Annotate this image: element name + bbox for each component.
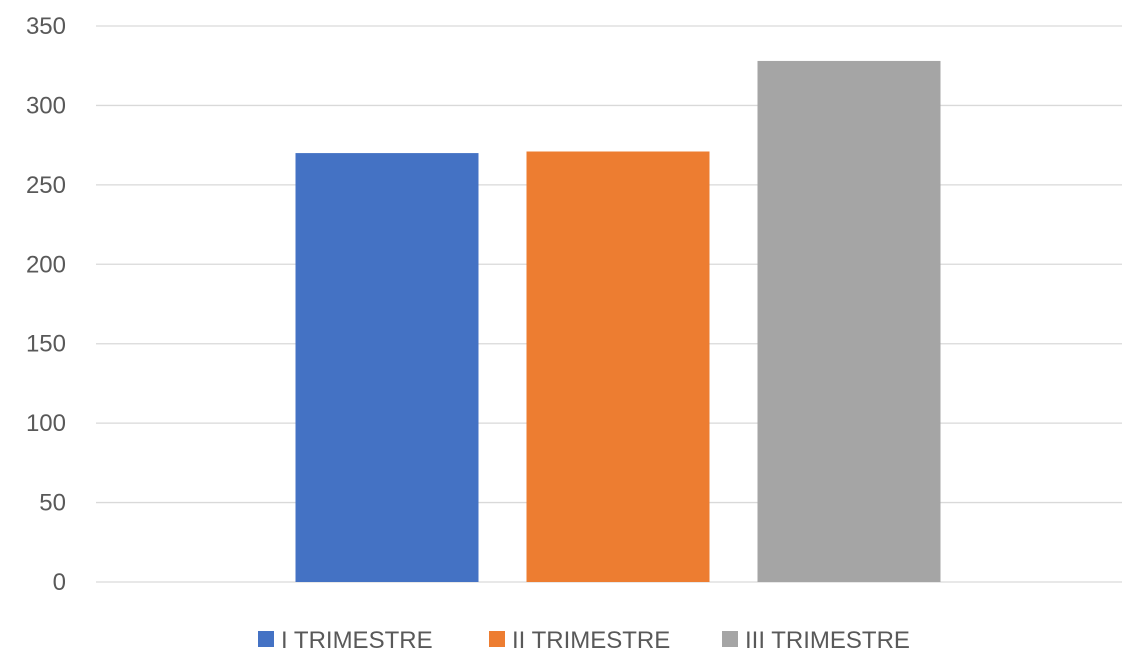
legend-swatch — [258, 631, 274, 647]
legend: I TRIMESTRE II TRIMESTRE III TRIMESTRE — [258, 627, 910, 654]
y-tick-label: 0 — [53, 569, 66, 596]
y-tick-label: 50 — [39, 490, 66, 517]
y-tick-label: 300 — [26, 92, 66, 119]
legend-swatch — [722, 631, 738, 647]
bars — [295, 60, 941, 583]
y-tick-label: 100 — [26, 410, 66, 437]
y-tick-label: 350 — [26, 13, 66, 40]
bar — [526, 151, 710, 583]
y-tick-label: 150 — [26, 331, 66, 358]
y-tick-label: 200 — [26, 251, 66, 278]
legend-swatch — [489, 631, 505, 647]
y-tick-label: 250 — [26, 172, 66, 199]
bar — [295, 153, 479, 583]
bar — [757, 60, 941, 583]
legend-label: II TRIMESTRE — [512, 627, 670, 654]
legend-label: I TRIMESTRE — [281, 627, 433, 654]
legend-label: III TRIMESTRE — [745, 627, 910, 654]
y-axis-tick-labels: 0 50 100 150 200 250 300 350 — [26, 13, 66, 596]
